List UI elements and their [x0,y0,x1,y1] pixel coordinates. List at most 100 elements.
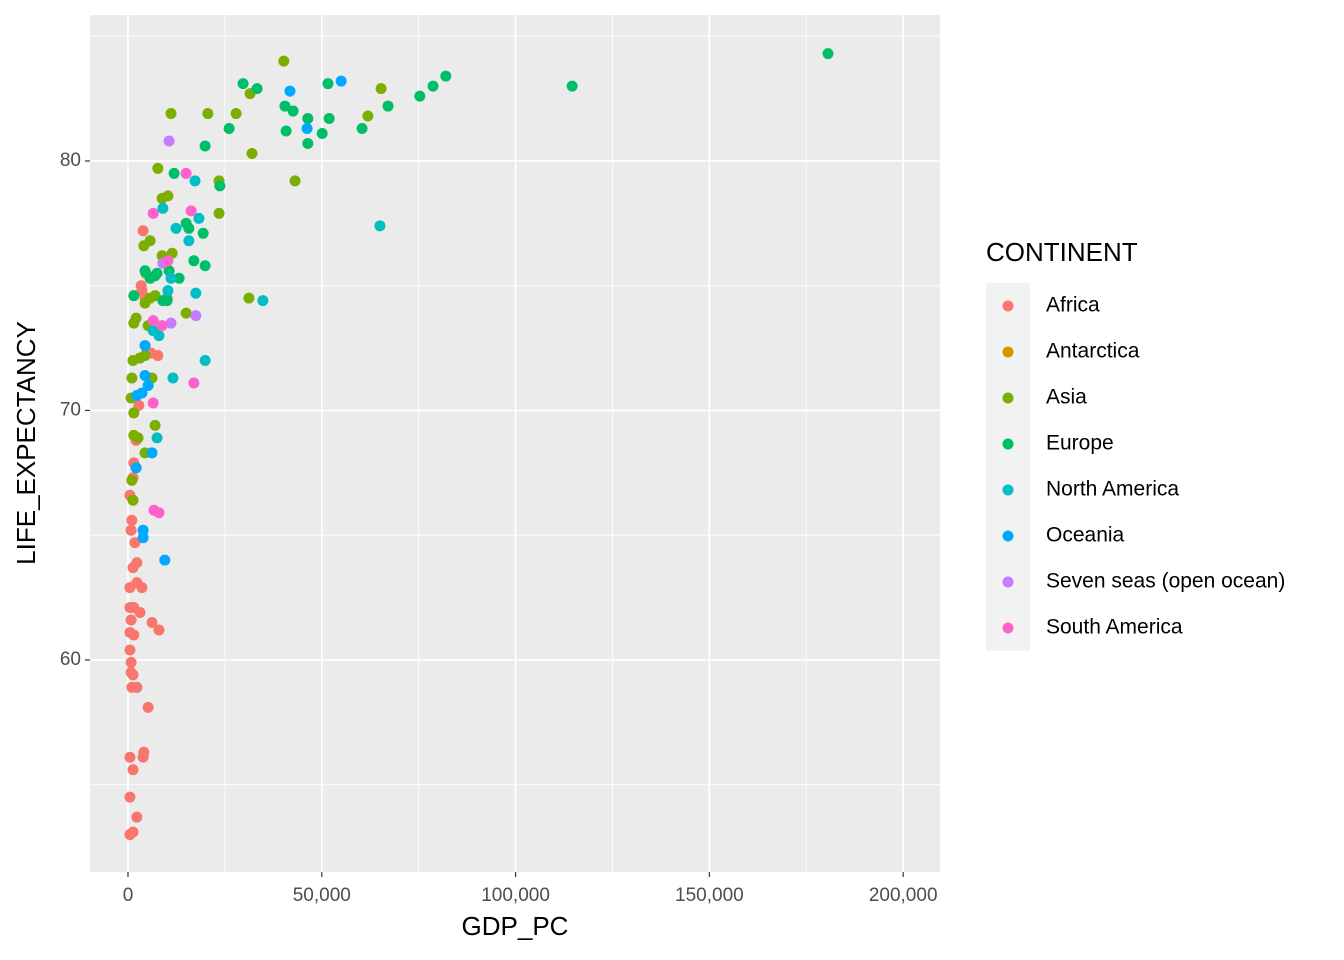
x-tick-label: 100,000 [481,885,550,906]
point [199,260,211,272]
point [280,125,292,137]
legend-label: Europe [1046,432,1114,455]
point [214,180,226,192]
points [124,48,834,841]
point [131,811,143,823]
point [137,225,149,237]
legend-label: Africa [1046,294,1100,317]
x-tick-label: 150,000 [675,885,744,906]
legend-key [1002,392,1014,404]
legend-key [1002,346,1014,358]
point [130,312,142,324]
point [251,83,263,95]
point [246,147,258,159]
point [157,202,169,214]
point [159,554,171,566]
point [566,80,578,92]
point [822,48,834,60]
point [374,220,386,232]
x-tick-label: 50,000 [293,885,351,906]
point [161,295,173,307]
point [279,100,291,112]
point [213,207,225,219]
y-tick-label: 60 [60,649,81,670]
point [183,222,195,234]
point [440,70,452,82]
point [257,295,269,307]
point [322,78,334,90]
point [134,607,146,619]
point [230,108,242,120]
point [153,624,165,636]
legend-label: Antarctica [1046,340,1140,363]
legend-title: CONTINENT [986,237,1138,267]
point [162,255,174,267]
y-tick-label: 80 [60,150,81,171]
point [126,372,138,384]
point [202,108,214,120]
grid [90,15,940,872]
point [414,90,426,102]
point [223,123,235,135]
point [302,113,314,125]
x-axis-title: GDP_PC [462,911,569,941]
point [147,397,159,409]
point [165,272,177,284]
point [168,167,180,179]
y-tick-label: 70 [60,399,81,420]
point [151,267,163,279]
point [127,826,139,838]
point [124,751,136,763]
point [156,320,168,332]
point [356,123,368,135]
point [136,387,148,399]
point [302,137,314,149]
point [170,222,182,234]
point [152,162,164,174]
point [375,83,387,95]
legend-key [1002,530,1014,542]
legend-key [1002,438,1014,450]
point [124,644,136,656]
point [147,207,159,219]
point [142,701,154,713]
point [193,212,205,224]
point [165,108,177,120]
legend: Africa Antarctica Asia Europe North America O… [986,283,1285,651]
legend-key [1002,484,1014,496]
point [142,379,154,391]
point [188,377,200,389]
legend-label: Asia [1046,386,1087,409]
point [124,791,136,803]
point [287,105,299,117]
point [362,110,374,122]
point [151,432,163,444]
point [127,669,139,681]
point [173,272,185,284]
x-tick-label: 0 [123,885,134,906]
point [190,310,202,322]
legend-key [1002,300,1014,312]
point [125,614,137,626]
point [237,78,249,90]
point [124,626,136,638]
legend-key [1002,622,1014,634]
point [278,55,290,67]
point [127,494,139,506]
point [316,128,328,140]
point [167,372,179,384]
point [289,175,301,187]
point [156,192,168,204]
point [131,557,143,569]
point [189,175,201,187]
point [382,100,394,112]
point [131,681,143,693]
point [147,315,159,327]
y-axis-title: LIFE_EXPECTANCY [11,321,41,565]
point [149,419,161,431]
point [126,474,138,486]
point [131,577,143,589]
point [162,285,174,297]
legend-label: South America [1046,616,1183,639]
legend-label: North America [1046,478,1179,501]
